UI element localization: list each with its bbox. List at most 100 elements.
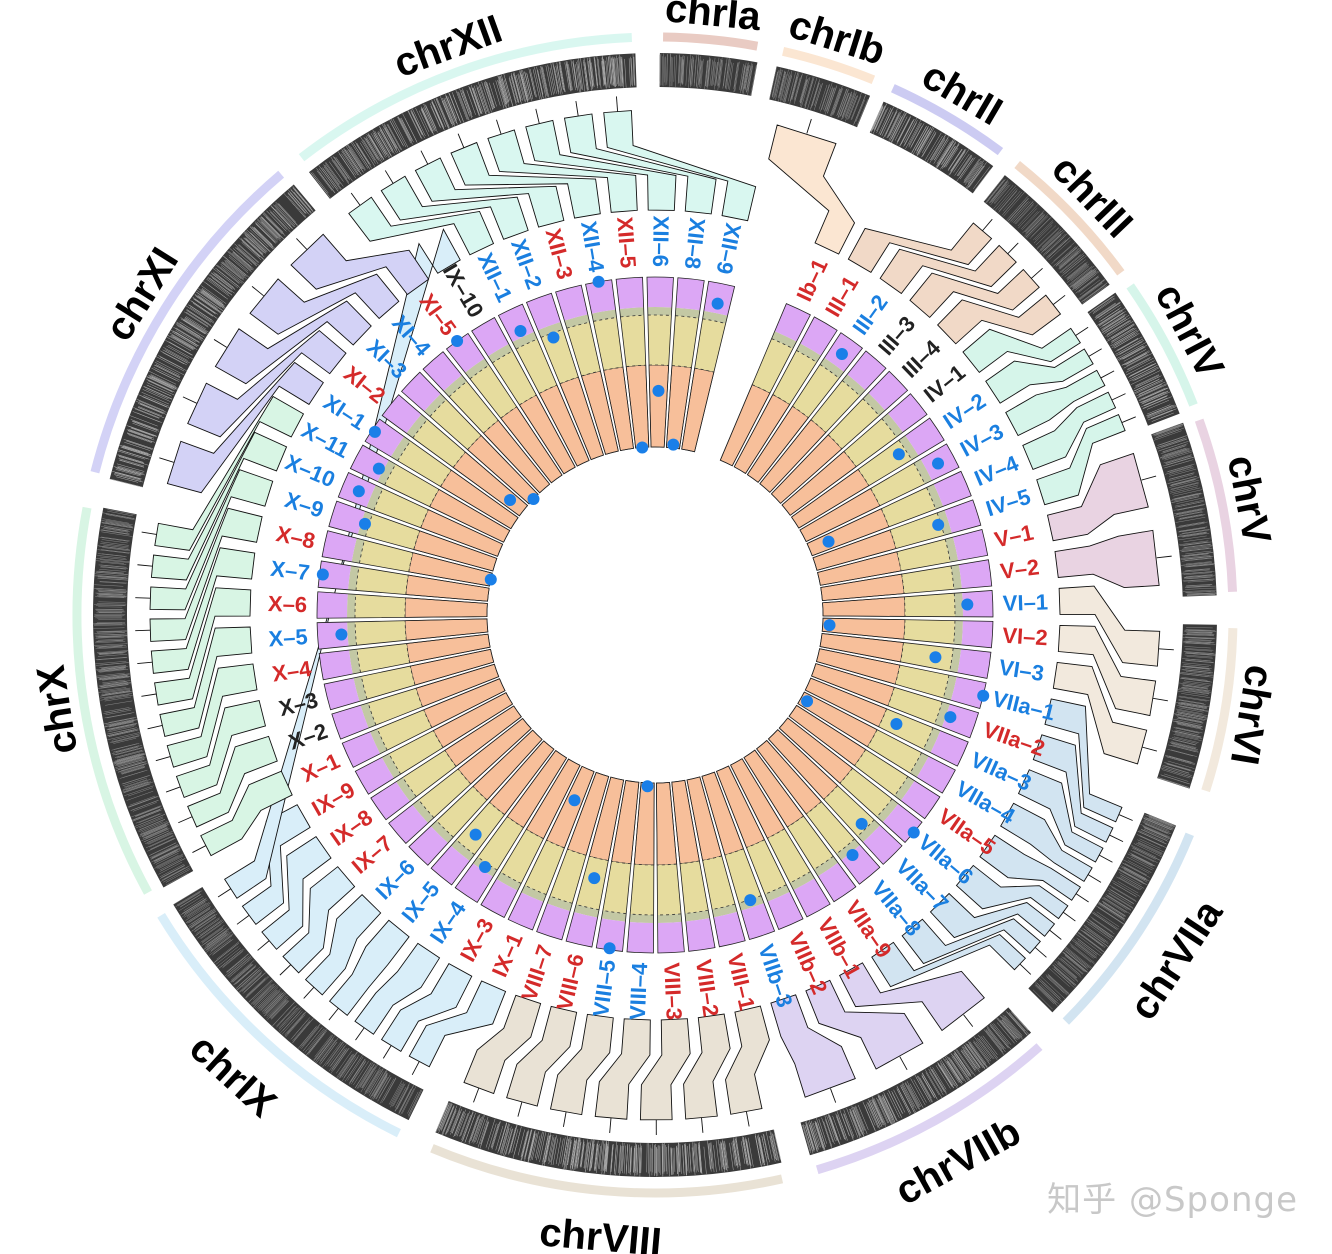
segment-label: IX–1 [487,929,528,980]
segment-outline [480,758,581,919]
density-texture [310,53,636,198]
link-line [1088,348,1102,357]
link-line [830,1088,837,1103]
dashed-guide [408,552,414,572]
link-line [575,100,579,116]
data-point [527,492,540,505]
ring-band [813,856,839,877]
dashed-guide [796,350,817,363]
link-line [562,1112,567,1127]
ring-outer [900,780,940,819]
data-point [846,848,859,861]
segment-outline [799,443,960,543]
ring-outer [322,530,357,562]
gene-density-track [800,1007,1032,1156]
ring-band [771,331,797,349]
link-line [296,238,308,250]
block-segment: XI–2 [339,361,529,517]
link-block [149,507,263,642]
ring-outer [657,921,685,953]
density-texture [985,177,1109,304]
ring-band [657,913,682,923]
segment-label: XII–3 [541,226,578,282]
ring-band [573,904,600,918]
ring-outer [318,561,351,590]
ring-band [898,435,919,460]
dashed-guide [589,855,609,862]
link-block [241,804,311,926]
ring-band [943,675,957,701]
block-segment: VI–3 [819,633,1046,686]
segment-outline [729,758,831,918]
ring-middle [843,418,897,467]
data-point [711,297,724,310]
ring-middle [772,350,817,405]
ring-band [347,593,356,618]
ring-middle [430,399,482,450]
dashed-guide [467,435,482,450]
ring-middle [878,708,934,750]
ring-outer [793,878,831,917]
link-block [1005,369,1106,437]
block-segment: VI–1 [822,589,1048,618]
ring-middle [368,688,423,726]
link-line [384,170,394,184]
gene-density-track [92,507,194,888]
ring-middle [702,855,736,910]
block-segment: XII–8 [665,217,710,451]
segment-outline [316,618,489,650]
segment-outline [656,781,685,954]
ring-middle [524,840,565,895]
link-block [1054,529,1160,588]
link-block [150,547,256,674]
segment-outline [817,528,989,586]
density-texture [1088,295,1177,422]
chromosome-arc [90,170,285,474]
ring-band [836,838,860,861]
ring-middle [373,488,429,528]
dashed-guide [413,530,420,550]
ring-middle [870,463,925,506]
ring-band [381,753,401,779]
chromosome-arc [1201,628,1238,793]
ring-band [564,314,590,329]
link-block [839,962,985,1032]
data-point [932,457,945,470]
ring-band [512,331,538,350]
ring-band [684,910,710,922]
ring-middle [540,329,579,384]
ring-outer [961,620,993,648]
segment-outline [370,705,522,821]
dashed-guide [355,567,360,591]
dashed-guide [949,647,954,672]
ring-band [406,414,428,438]
ring-band [953,620,963,645]
dashed-guide [444,750,457,767]
link-block [1044,698,1123,823]
segment-outline [341,678,506,768]
dashed-guide [900,642,904,663]
link-block [290,233,430,296]
link-line [806,118,812,134]
ring-band [591,309,617,322]
data-point [835,348,848,361]
ring-middle [746,839,787,895]
dashed-guide [889,529,897,549]
link-block [1022,391,1117,471]
data-point [352,485,365,498]
block-segment: XII–1 [473,249,590,467]
link-line [1121,416,1136,423]
chromosome-chrIa: chrIa [659,0,763,96]
dashed-guide [436,820,454,838]
dashed-guide [549,895,573,904]
ring-middle [901,565,954,594]
link-block [962,327,1081,374]
block-segment: XII–5 [612,216,650,454]
segment-outline [821,617,994,649]
ring-band [619,307,644,317]
link-block [408,980,507,1068]
density-texture [93,509,191,886]
link-block [450,141,601,219]
dashed-guide [620,314,644,318]
ring-band [923,727,941,753]
